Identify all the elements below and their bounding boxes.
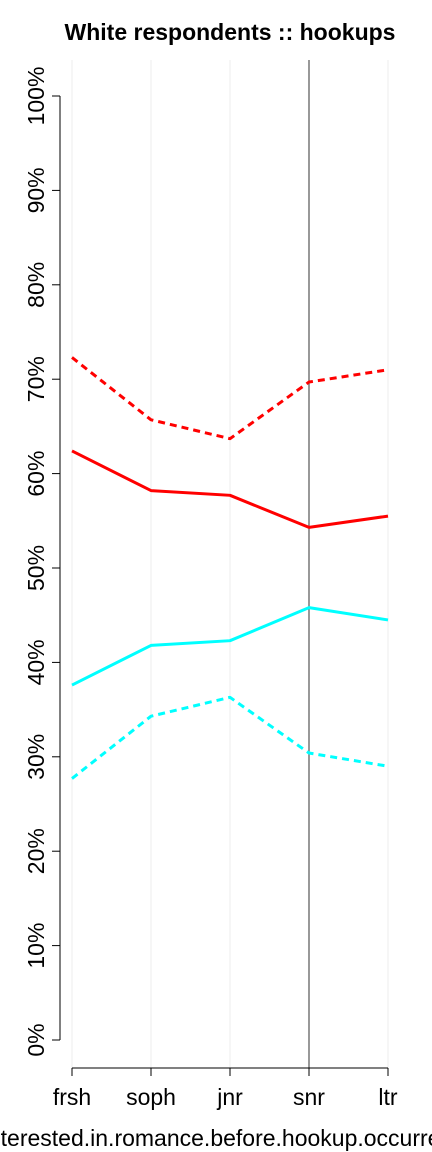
y-tick-label-3: 30%	[23, 734, 49, 780]
series-line-3	[71, 606, 389, 687]
y-tick-label-7: 70%	[23, 356, 49, 402]
y-tick-label-5: 50%	[23, 545, 49, 591]
series-line-1	[71, 356, 389, 441]
y-tick-label-6: 60%	[23, 451, 49, 497]
gridlines	[71, 60, 389, 1068]
x-tick-label-jnr: jnr	[216, 1084, 243, 1110]
y-tick-label-1: 10%	[23, 923, 49, 969]
x-tick-label-snr: snr	[293, 1084, 325, 1110]
x-tick-label-frsh: frsh	[53, 1084, 91, 1110]
series-group	[71, 356, 389, 780]
x-tick-label-ltr: ltr	[378, 1084, 398, 1110]
x-axis-label: interested.in.romance.before.hookup.occu…	[0, 1125, 432, 1151]
x-tick-label-soph: soph	[126, 1084, 176, 1110]
y-tick-label-9: 90%	[23, 167, 49, 213]
y-tick-label-4: 40%	[23, 639, 49, 685]
series-line-2	[71, 449, 389, 529]
y-tick-label-0: 0%	[23, 1023, 49, 1056]
y-tick-label-10: 100%	[23, 67, 49, 126]
y-tick-label-8: 80%	[23, 262, 49, 308]
y-tick-label-2: 20%	[23, 828, 49, 874]
series-line-4	[71, 695, 389, 780]
chart-title: White respondents :: hookups	[65, 19, 396, 45]
axes: 0% 10% 20% 30% 40% 50% 60% 70% 80% 90% 100% frsh sop…	[23, 67, 398, 1110]
